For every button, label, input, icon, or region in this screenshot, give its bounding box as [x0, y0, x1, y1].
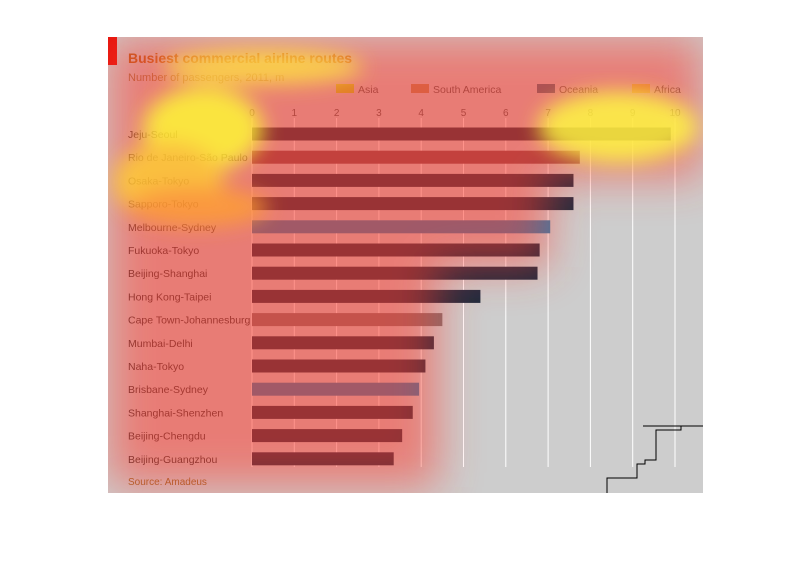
bar: [252, 336, 434, 350]
x-tick-label: 9: [630, 108, 636, 119]
bar: [252, 127, 671, 141]
category-label: Beijing-Shanghai: [128, 268, 207, 280]
category-label: Rio de Janeiro-São Paulo: [128, 152, 248, 164]
x-tick-label: 5: [461, 108, 467, 119]
category-label: Brisbane-Sydney: [128, 384, 209, 396]
legend-label: Oceania: [559, 84, 598, 96]
bar: [252, 452, 394, 466]
x-tick-label: 0: [249, 108, 255, 119]
x-tick-label: 6: [503, 108, 509, 119]
category-label: Osaka-Tokyo: [128, 175, 189, 187]
cursor-trail: [606, 425, 703, 493]
category-label: Sapporo-Tokyo: [128, 199, 199, 211]
legend-swatch: [632, 84, 650, 93]
x-tick-label: 2: [334, 108, 340, 119]
category-label: Cape Town-Johannesburg: [128, 315, 251, 327]
bar: [252, 359, 426, 373]
category-label: Mumbai-Delhi: [128, 338, 193, 350]
bar: [252, 313, 443, 327]
legend-label: Africa: [654, 84, 681, 96]
bar: [252, 197, 574, 211]
bar: [252, 429, 403, 443]
x-tick-label: 7: [545, 108, 551, 119]
title-accent-bar: [108, 37, 117, 65]
legend-swatch: [336, 84, 354, 93]
legend-swatch: [537, 84, 555, 93]
category-label: Melbourne-Sydney: [128, 222, 217, 234]
bar: [252, 173, 574, 187]
category-label: Jeju-Seoul: [128, 129, 178, 141]
bar: [252, 266, 538, 280]
chart-background: [108, 37, 703, 493]
bar: [252, 405, 413, 419]
x-tick-label: 4: [418, 108, 424, 119]
bar: [252, 382, 420, 396]
category-label: Beijing-Chengdu: [128, 431, 206, 443]
x-tick-label: 8: [588, 108, 594, 119]
x-tick-label: 1: [292, 108, 298, 119]
legend-label: South America: [433, 84, 501, 96]
category-label: Fukuoka-Tokyo: [128, 245, 199, 257]
chart-subtitle: Number of passengers, 2011, m: [128, 72, 284, 84]
bar: [252, 220, 551, 234]
source-note: Source: Amadeus: [128, 477, 207, 488]
bar: [252, 150, 580, 164]
category-label: Shanghai-Shenzhen: [128, 407, 223, 419]
category-label: Hong Kong-Taipei: [128, 291, 211, 303]
bar: [252, 289, 481, 303]
x-tick-label: 10: [669, 108, 681, 119]
legend-label: Asia: [358, 84, 379, 96]
bar: [252, 243, 540, 257]
category-label: Naha-Tokyo: [128, 361, 184, 373]
x-tick-label: 3: [376, 108, 382, 119]
chart-title: Busiest commercial airline routes: [128, 50, 352, 66]
legend-swatch: [411, 84, 429, 93]
category-label: Beijing-Guangzhou: [128, 454, 217, 466]
